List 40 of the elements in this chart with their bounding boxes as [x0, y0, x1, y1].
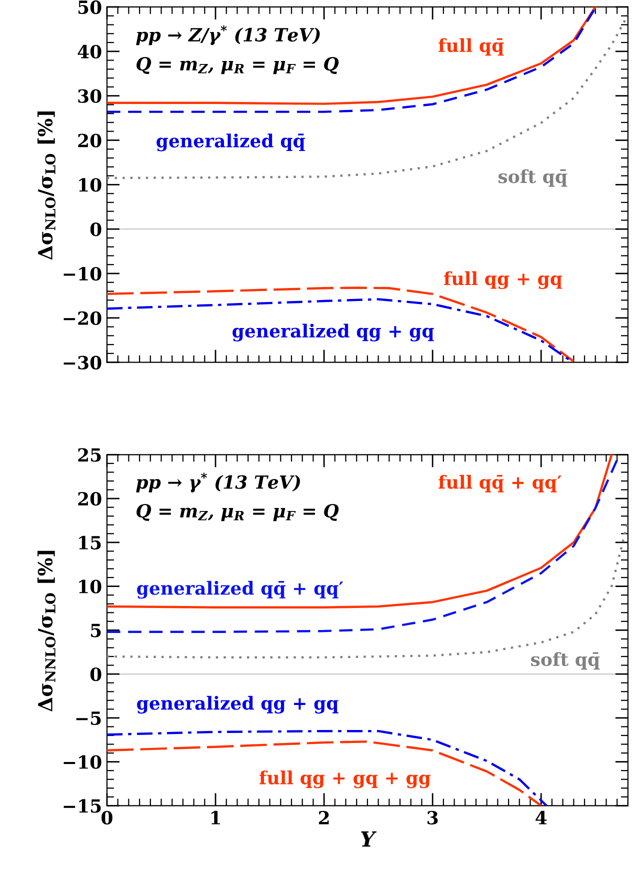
- y-axis-title: Δσ$_{NLO}$/σ$_{LO}$ [%]: [37, 112, 56, 260]
- y-tick-label: −30: [64, 356, 102, 370]
- annotation: pp → Z/γ$^{*}$ (13 TeV): [136, 25, 320, 46]
- y-tick-label: 50: [78, 0, 102, 14]
- y-tick-label: 40: [78, 44, 102, 59]
- y-tick-label: 10: [79, 178, 102, 192]
- y-tick-label: 25: [78, 448, 101, 462]
- y-tick-label: 20: [78, 492, 102, 506]
- series-label: generalized qg + gq: [137, 696, 338, 714]
- annotation: Q = m$_{Z}$, μ$_{R}$ = μ$_{F}$ = Q: [136, 504, 339, 522]
- y-tick-label: 0: [90, 222, 102, 236]
- y-axis-title: Δσ$_{NNLO}$/σ$_{LO}$ [%]: [37, 550, 56, 712]
- annotation: Q = m$_{Z}$, μ$_{R}$ = μ$_{F}$ = Q: [136, 57, 339, 74]
- text: full qq̄ + qq′: [438, 474, 562, 492]
- series-label: full qg + gq: [444, 271, 562, 290]
- series-label: full qq̄: [438, 38, 504, 56]
- series-label: generalized qq̄ + qq′: [137, 580, 344, 599]
- y-tick-label: −5: [76, 712, 101, 726]
- y-tick-label: −10: [64, 755, 102, 769]
- y-tick-label: −20: [64, 311, 102, 326]
- y-tick-label: 5: [91, 624, 101, 638]
- y-tick-label: −15: [64, 799, 101, 813]
- series-label: generalized qg + gq: [232, 324, 434, 342]
- x-axis-title: Y: [361, 831, 377, 847]
- y-tick-label: 30: [78, 89, 102, 103]
- x-tick-label: 1: [211, 810, 220, 824]
- x-tick-label: 2: [318, 810, 329, 824]
- series-label: full qg + gq + gg: [259, 770, 431, 788]
- y-tick-label: 10: [79, 580, 102, 594]
- y-tick-label: −10: [64, 266, 102, 281]
- series-label: soft qq̄: [531, 652, 600, 670]
- y-tick-label: 15: [79, 536, 101, 550]
- x-tick-label: 3: [428, 810, 438, 825]
- series-label: generalized qq̄: [156, 134, 305, 152]
- y-tick-label: 0: [90, 668, 102, 682]
- annotation: pp → γ$^{*}$ (13 TeV): [136, 472, 300, 492]
- x-tick-label: 4: [536, 810, 547, 824]
- x-tick-label: 0: [102, 810, 112, 825]
- series-label: soft qq̄: [498, 169, 568, 187]
- y-tick-label: 20: [78, 134, 102, 148]
